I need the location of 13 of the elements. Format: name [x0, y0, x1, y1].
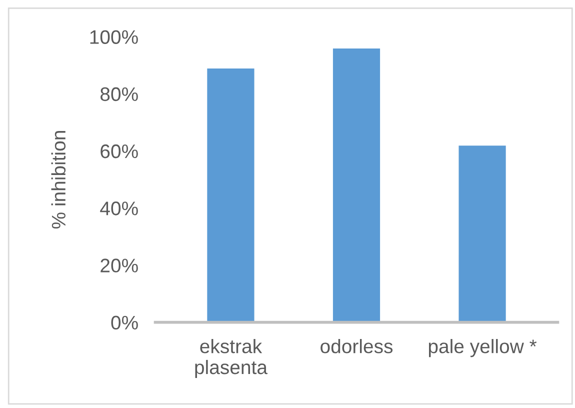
- x-tick-label: ekstrak plasenta: [195, 338, 268, 378]
- bar: [458, 144, 507, 322]
- y-tick-label: 0%: [111, 316, 138, 330]
- y-axis-title: % inhibition: [51, 131, 66, 229]
- y-tick-label: 20%: [100, 258, 138, 272]
- y-tick-label: 80%: [100, 87, 138, 102]
- bar: [332, 48, 381, 322]
- y-tick-label: 60%: [100, 144, 138, 158]
- x-tick-label: odorless: [320, 338, 393, 354]
- y-tick-label: 100%: [90, 30, 138, 44]
- y-tick-label: 40%: [100, 202, 138, 216]
- bar: [206, 68, 255, 322]
- x-tick-label: pale yellow *: [428, 338, 537, 358]
